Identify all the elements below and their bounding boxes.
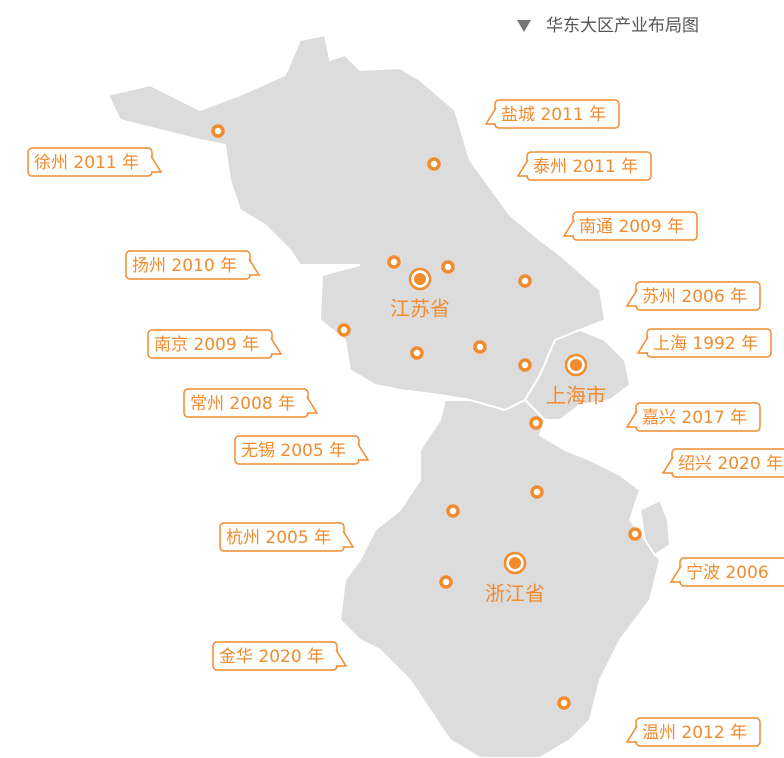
callout-tail [335, 649, 348, 667]
region-label: 浙江省 [485, 582, 545, 606]
capital-dot [414, 273, 426, 285]
city-dot [446, 504, 460, 518]
callout-tail [248, 258, 261, 276]
callout-tail [516, 159, 529, 177]
callout: 无锡 2005 年 [234, 435, 370, 465]
city-dot [441, 260, 455, 274]
callout-label: 常州 2008 年 [190, 394, 295, 414]
callout-tail [625, 725, 638, 743]
region-label: 上海市 [546, 384, 606, 408]
callout-label: 泰州 2011 年 [533, 157, 638, 177]
callout-label: 温州 2012 年 [642, 723, 747, 743]
city-dot [427, 157, 441, 171]
city-dot [473, 340, 487, 354]
callout: 温州 2012 年 [625, 717, 761, 747]
callout-tail [636, 336, 649, 354]
callout-label: 宁波 2006 [686, 563, 769, 583]
callout-label: 扬州 2010 年 [132, 256, 237, 276]
callout-tail [357, 443, 370, 461]
callout-tail [625, 289, 638, 307]
callout-tail [661, 456, 674, 474]
callout: 泰州 2011 年 [516, 151, 652, 181]
callout: 常州 2008 年 [183, 388, 319, 418]
capital-dot [509, 557, 521, 569]
callout-label: 南通 2009 年 [579, 217, 684, 237]
callout-label: 徐州 2011 年 [34, 153, 139, 173]
callout: 宁波 2006 [669, 557, 784, 587]
city-dot [628, 527, 642, 541]
callout-tail [270, 337, 283, 355]
callout: 上海 1992 年 [636, 328, 772, 358]
callout: 金华 2020 年 [212, 641, 348, 671]
callout-tail [562, 219, 575, 237]
callout-label: 绍兴 2020 年 [678, 454, 783, 474]
city-dot [518, 358, 532, 372]
callout: 南京 2009 年 [147, 329, 283, 359]
callout-label: 苏州 2006 年 [642, 287, 747, 307]
callout-tail [150, 155, 163, 173]
callout-tail [342, 530, 355, 548]
callout: 苏州 2006 年 [625, 281, 761, 311]
title: 华东大区产业布局图 [546, 16, 699, 36]
callout-label: 盐城 2011 年 [501, 105, 606, 125]
callout-label: 上海 1992 年 [653, 334, 758, 354]
callout-tail [306, 396, 319, 414]
callout-tail [484, 107, 497, 125]
city-dot [387, 255, 401, 269]
callout-label: 金华 2020 年 [219, 647, 324, 667]
callout-tail [669, 565, 682, 583]
callout: 绍兴 2020 年 [661, 448, 784, 478]
callout: 扬州 2010 年 [125, 250, 261, 280]
city-dot [518, 274, 532, 288]
city-dot [439, 575, 453, 589]
capital-dot [570, 359, 582, 371]
city-dot [529, 416, 543, 430]
zhoushan-shape [638, 498, 672, 557]
callout: 南通 2009 年 [562, 211, 698, 241]
callout-tail [625, 410, 638, 428]
city-dot [337, 323, 351, 337]
zhejiang-shape [338, 398, 662, 758]
callout-label: 嘉兴 2017 年 [642, 408, 747, 428]
city-dot [410, 346, 424, 360]
callout-label: 南京 2009 年 [154, 335, 259, 355]
callout-label: 无锡 2005 年 [241, 441, 346, 461]
markers [211, 124, 642, 710]
region-label: 江苏省 [390, 297, 450, 321]
callout: 杭州 2005 年 [219, 522, 355, 552]
city-dot [530, 485, 544, 499]
callout: 盐城 2011 年 [484, 99, 620, 129]
callout-label: 杭州 2005 年 [226, 528, 331, 548]
callout: 嘉兴 2017 年 [625, 402, 761, 432]
city-dot [211, 124, 225, 138]
title-icon [517, 20, 531, 32]
callout: 徐州 2011 年 [27, 147, 163, 177]
city-dot [557, 696, 571, 710]
